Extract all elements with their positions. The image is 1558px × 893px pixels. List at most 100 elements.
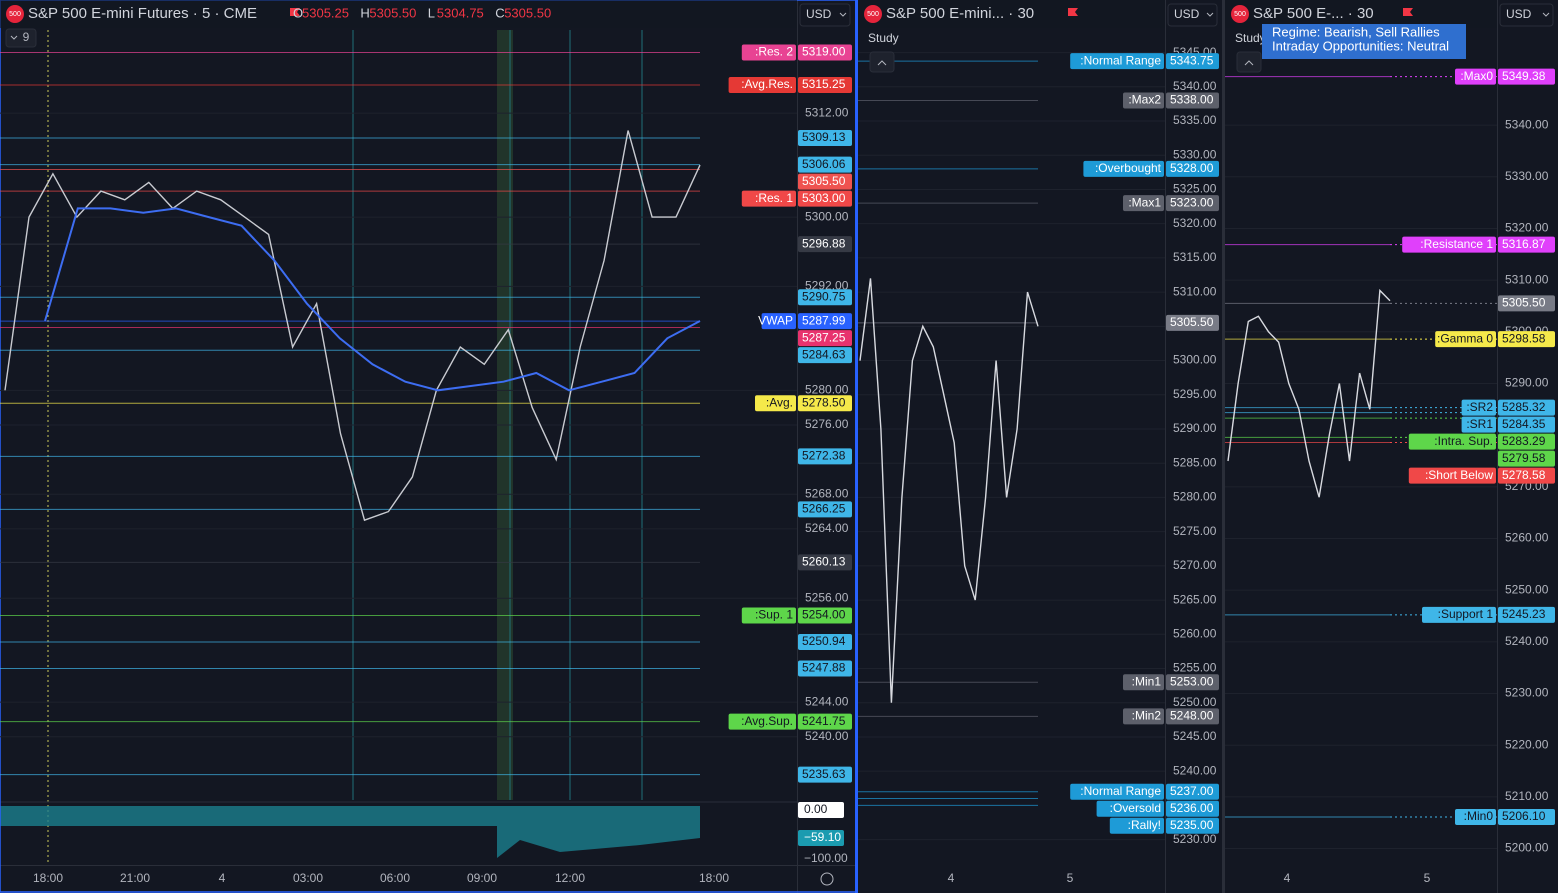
session-band <box>497 30 513 800</box>
level-value-box <box>798 607 852 624</box>
level-name: :Gamma 0 <box>1437 331 1493 345</box>
level-value-box <box>798 77 852 93</box>
y-tick-label: 5250.00 <box>1505 582 1549 596</box>
symbol-icon-text: 500 <box>9 11 21 18</box>
dropdown-caret <box>1206 12 1214 17</box>
level-value: 5287.99 <box>802 313 846 327</box>
level-value-box <box>1498 68 1555 85</box>
level-value: 5245.23 <box>1502 607 1546 621</box>
level-value-box <box>798 313 852 330</box>
level-name: :Resistance 1 <box>1420 237 1493 251</box>
level-name-box <box>1123 195 1164 212</box>
level-value: 5338.00 <box>1170 93 1214 107</box>
level-value: 5315.25 <box>802 77 846 91</box>
level-value: 5272.38 <box>802 448 846 462</box>
time-label: 4 <box>1284 871 1291 885</box>
level-name: :Avg. <box>766 395 793 409</box>
level-value-box <box>1166 817 1219 834</box>
indicator-count: 9 <box>23 30 30 44</box>
currency-dropdown[interactable] <box>1499 3 1554 27</box>
currency-dropdown[interactable] <box>1167 3 1218 27</box>
y-tick-label: 5300.00 <box>805 209 849 223</box>
level-name: :Avg.Res. <box>741 77 793 91</box>
y-tick-label: 5255.00 <box>1173 661 1217 675</box>
level-value: 5247.88 <box>802 661 846 675</box>
level-value-box <box>798 289 852 306</box>
level-value: 5287.25 <box>802 330 846 344</box>
level-value-box <box>798 448 852 465</box>
level-name: :Min1 <box>1132 674 1162 688</box>
level-value: 5290.75 <box>802 289 846 303</box>
y-tick-label: 5260.00 <box>1505 531 1549 545</box>
indicator-value: −59.10 <box>804 830 841 844</box>
time-label: 18:00 <box>699 871 729 885</box>
y-tick-label: 5240.00 <box>805 729 849 743</box>
y-tick-label: 5240.00 <box>1505 634 1549 648</box>
level-value: 5283.29 <box>1502 434 1546 448</box>
y-tick-label: 5230.00 <box>1173 832 1217 846</box>
price-line <box>4 130 701 522</box>
level-name-box <box>728 713 796 730</box>
time-label: 21:00 <box>120 871 150 885</box>
chart-title: S&P 500 E-mini Futures · 5 · CME <box>28 5 257 22</box>
level-name-box <box>755 395 796 412</box>
indicator-value: −100.00 <box>804 851 848 865</box>
y-tick-label: 5276.00 <box>805 417 849 431</box>
level-value-box <box>1498 295 1555 312</box>
header-bg <box>0 0 797 28</box>
level-value-box <box>1166 800 1219 817</box>
y-tick-label: 5330.00 <box>1173 147 1217 161</box>
y-tick-label: 5320.00 <box>1173 216 1217 230</box>
y-tick-label: 5210.00 <box>1505 789 1549 803</box>
level-value: 5303.00 <box>802 191 846 205</box>
symbol-icon <box>6 5 24 23</box>
collapse-button[interactable] <box>1236 51 1262 73</box>
level-value-box <box>798 501 852 518</box>
level-value: 5253.00 <box>1170 674 1214 688</box>
y-tick-label: 5340.00 <box>1505 117 1549 131</box>
y-tick-label: 5325.00 <box>1173 182 1217 196</box>
y-tick-label: 5315.00 <box>1173 250 1217 264</box>
chart-title: S&P 500 E-mini... · 30 <box>886 5 1034 22</box>
level-name: :Min2 <box>1132 709 1162 723</box>
collapse-button[interactable] <box>869 51 895 73</box>
level-value: 5266.25 <box>802 502 846 516</box>
level-name: :Max0 <box>1460 69 1493 83</box>
chevron-up <box>1244 60 1254 66</box>
y-tick-label: 5295.00 <box>1173 387 1217 401</box>
currency-dropdown[interactable] <box>799 3 851 27</box>
y-tick-label: 5275.00 <box>1173 524 1217 538</box>
level-name-box <box>1402 236 1496 253</box>
indicator-toggle[interactable] <box>5 28 37 48</box>
level-name: :Normal Range <box>1080 53 1161 67</box>
level-value: 5305.50 <box>802 174 846 188</box>
price-line <box>859 278 1039 703</box>
y-tick-label: 5280.00 <box>1173 490 1217 504</box>
chevron-up <box>877 60 887 66</box>
level-value-box <box>1498 399 1555 416</box>
level-name-box <box>1109 817 1164 834</box>
level-name-box <box>1461 416 1496 433</box>
level-value-box <box>798 554 852 571</box>
y-tick-label: 5320.00 <box>1505 221 1549 235</box>
level-name: :Normal Range <box>1080 784 1161 798</box>
regime-text: Intraday Opportunities: Neutral <box>1272 38 1449 53</box>
settings-icon[interactable] <box>820 872 834 886</box>
active-panel-frame <box>0 0 857 893</box>
panel-border <box>1222 0 1225 893</box>
time-label: 4 <box>219 871 226 885</box>
level-value: 5235.63 <box>802 767 846 781</box>
price-line <box>1227 288 1391 498</box>
level-name-box <box>1083 160 1164 177</box>
level-value: 5237.00 <box>1170 784 1214 798</box>
y-tick-label: 5312.00 <box>805 105 849 119</box>
level-name: :Sup. 1 <box>755 608 793 622</box>
level-value: 5349.38 <box>1502 69 1546 83</box>
y-tick-label: 5285.00 <box>1173 455 1217 469</box>
flag-icon <box>290 8 300 16</box>
dropdown-caret <box>1542 12 1550 17</box>
level-value: 5284.63 <box>802 347 846 361</box>
chart-title: S&P 500 E-... · 30 <box>1253 5 1374 22</box>
level-value-box <box>1166 92 1219 109</box>
